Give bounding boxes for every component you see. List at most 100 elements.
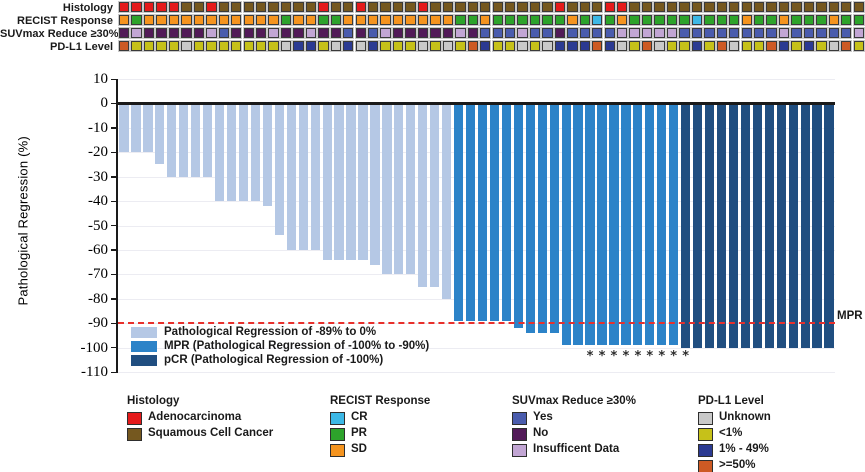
track-square [192, 26, 206, 40]
track-square [167, 0, 181, 14]
track-square [279, 26, 293, 40]
track-label-pdl1: PD-L1 Level [50, 41, 113, 53]
patient-bar-light [119, 104, 129, 153]
y-tick-label: -80 [88, 290, 108, 307]
track-square [379, 0, 392, 14]
patient-bar-light [382, 104, 392, 275]
track-label-recist: RECIST Response [17, 15, 113, 27]
track-square [180, 13, 193, 27]
asterisk-marker: * [658, 348, 666, 364]
track-square [416, 0, 430, 14]
track-square [553, 0, 567, 14]
patient-bar-pcr [788, 104, 798, 348]
track-square [603, 13, 616, 27]
track-square [117, 39, 131, 53]
track-square [752, 26, 766, 40]
patient-bar-pcr [704, 104, 715, 348]
plot-legend-label: pCR (Pathological Regression of -100%) [164, 354, 384, 366]
y-tick-label: -50 [88, 217, 108, 234]
y-tick-mark [111, 78, 116, 80]
patient-bar-light [274, 104, 284, 236]
track-square [329, 13, 343, 27]
track-square [230, 0, 243, 14]
track-square [391, 0, 405, 14]
mpr-threshold-label: MPR [837, 310, 863, 322]
patient-bar-mpr [597, 104, 607, 346]
track-square [765, 13, 778, 27]
patient-bar-light [262, 104, 273, 206]
track-square [640, 39, 654, 53]
y-tick-mark [111, 151, 116, 154]
patient-bar-pcr [764, 104, 774, 348]
patient-bar-light [167, 104, 177, 177]
legend-item-label: PR [351, 427, 367, 439]
y-tick-mark [111, 347, 116, 349]
track-square [416, 26, 430, 40]
gridline [118, 127, 835, 129]
patient-bar-mpr [513, 104, 523, 329]
patient-bar-light [346, 104, 356, 260]
legend-group-title: SUVmax Reduce ≥30% [512, 395, 636, 407]
track-square [603, 26, 616, 40]
y-tick-mark [111, 298, 116, 300]
y-axis-line [116, 79, 118, 373]
track-square [566, 13, 579, 27]
track-square [329, 39, 343, 53]
track-square [416, 39, 430, 53]
track-square [192, 39, 206, 53]
track-square [366, 39, 380, 53]
track-square [479, 0, 492, 14]
zero-baseline [118, 102, 835, 105]
track-square [342, 0, 355, 14]
legend-item-label: >=50% [719, 459, 756, 471]
legend-item-label: Insufficent Data [533, 443, 620, 455]
track-square [777, 0, 791, 14]
track-square [354, 39, 367, 53]
track-square [852, 26, 865, 40]
track-square [242, 0, 255, 14]
patient-bar-light [179, 104, 189, 177]
track-square [790, 13, 803, 27]
y-tick-label: -100 [80, 339, 109, 356]
patient-bar-pcr [800, 104, 810, 348]
patient-bar-light [334, 104, 344, 260]
track-square [578, 39, 592, 53]
gridline [118, 152, 835, 154]
track-square [528, 13, 542, 27]
legend-swatch [698, 444, 713, 457]
mpr-threshold-line [118, 322, 835, 325]
track-square [217, 13, 231, 27]
track-square [690, 39, 704, 53]
track-square [690, 26, 704, 40]
patient-bar-mpr [657, 104, 667, 346]
legend-item-label: CR [351, 411, 368, 423]
patient-bar-pcr [681, 104, 691, 348]
y-tick-label: -30 [88, 168, 108, 185]
track-square [665, 26, 679, 40]
patient-bar-mpr [537, 104, 547, 333]
track-square [217, 0, 231, 14]
track-square [304, 39, 318, 53]
patient-bar-light [418, 104, 428, 287]
track-square [752, 39, 766, 53]
track-square [142, 13, 156, 27]
track-square [615, 26, 629, 40]
track-square [130, 26, 143, 40]
track-square [491, 13, 504, 27]
track-square [379, 13, 392, 27]
legend-swatch [127, 428, 142, 441]
y-tick-label: -70 [88, 266, 108, 283]
track-square [740, 0, 753, 14]
y-tick-label: 10 [93, 71, 108, 87]
track-square [366, 0, 380, 14]
track-square [678, 0, 691, 14]
track-square [491, 0, 504, 14]
track-square [703, 13, 716, 27]
track-square [292, 0, 305, 14]
patient-bar-light [298, 104, 308, 250]
asterisk-marker: * [610, 348, 618, 364]
patient-bar-mpr [477, 104, 488, 321]
track-square [441, 26, 455, 40]
track-square [665, 0, 679, 14]
patient-bar-light [442, 104, 452, 299]
